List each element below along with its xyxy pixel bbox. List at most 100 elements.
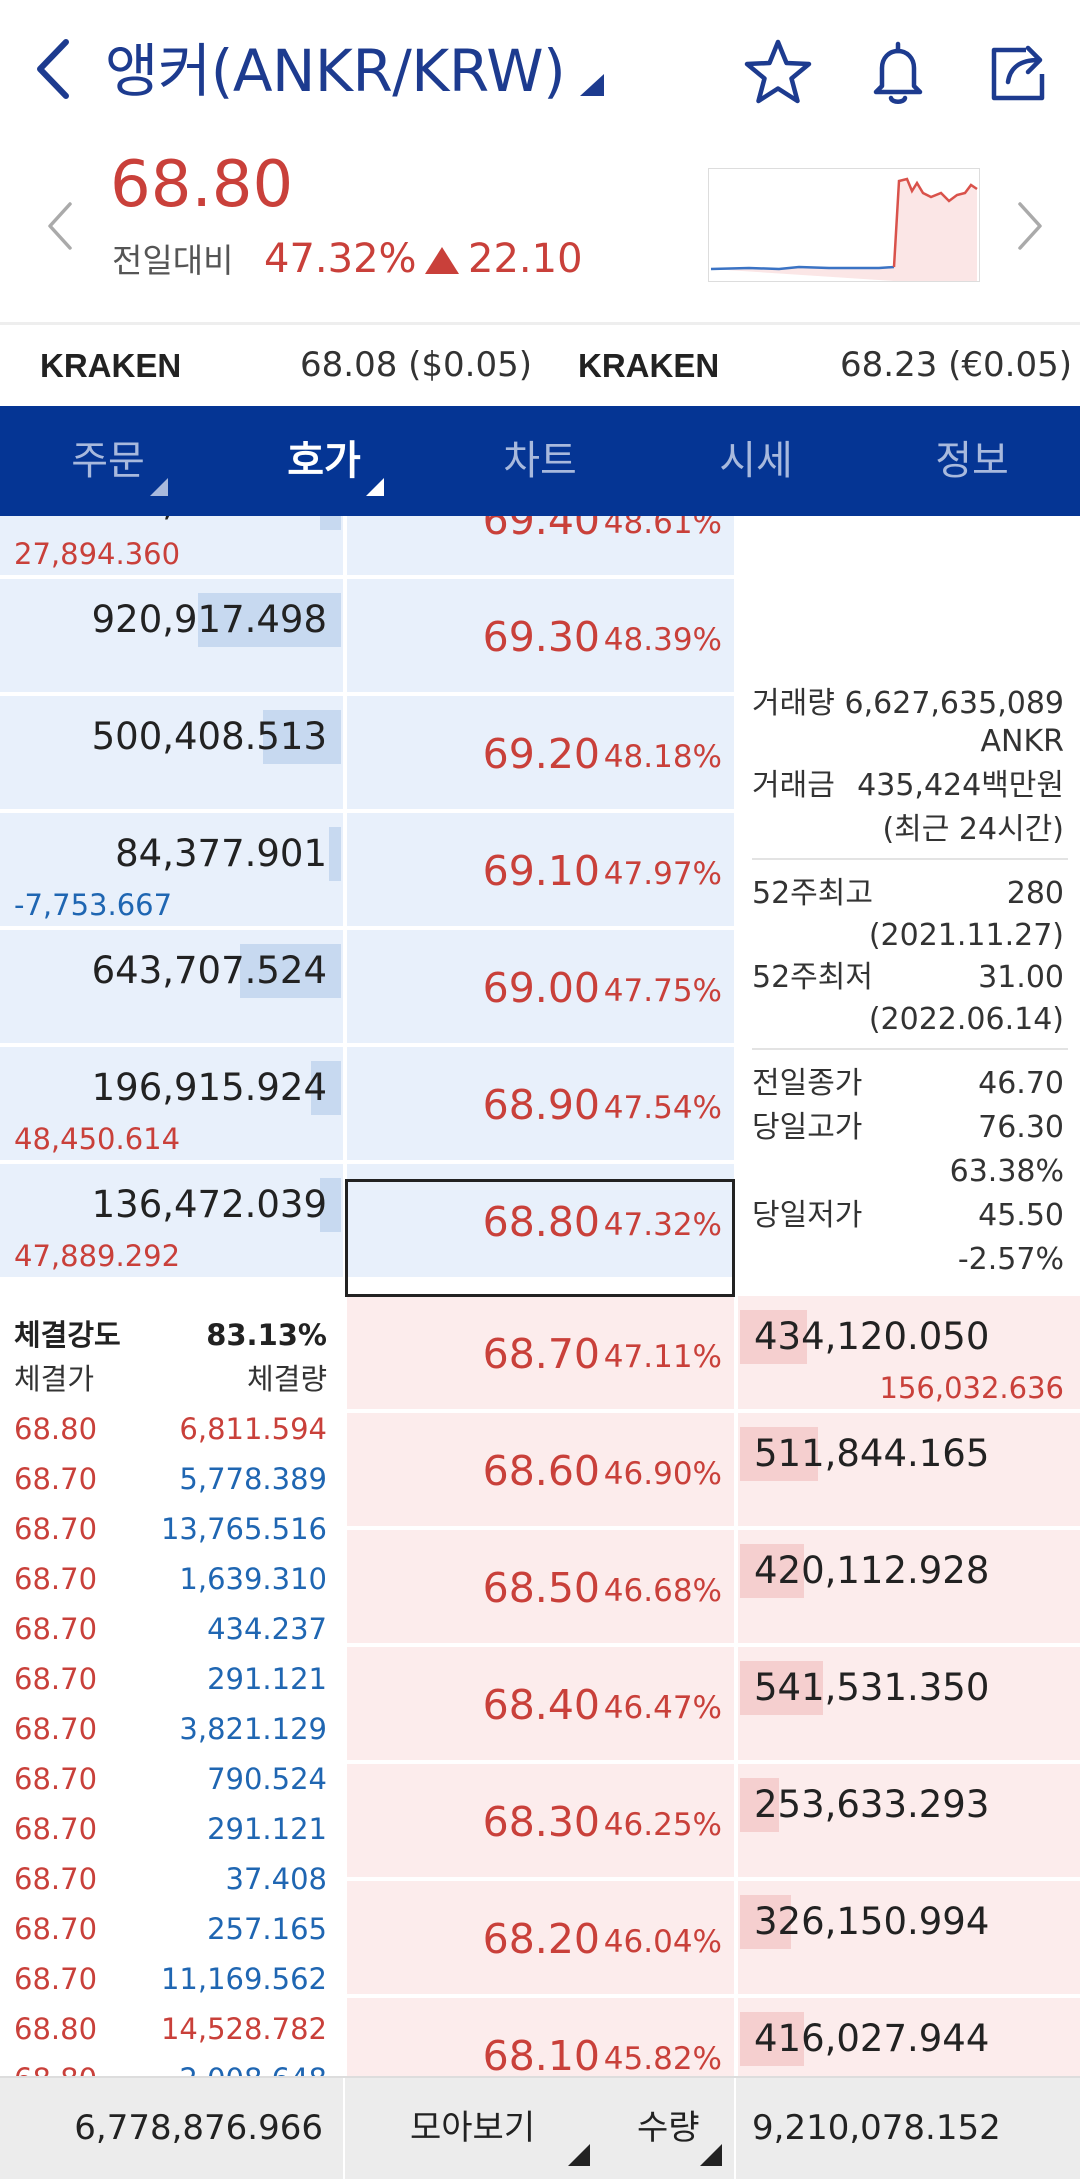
ask-quantity: 196,915.924	[91, 1066, 327, 1109]
ask-quantity-cell[interactable]: 84,377.901 -7,753.667	[0, 813, 343, 928]
high52-date: (2021.11.27)	[868, 918, 1064, 953]
ask-price-cell[interactable]: 69.00 47.75%	[345, 930, 734, 1045]
bid-quantity-change: 156,032.636	[879, 1371, 1065, 1405]
volume-unit: ANKR	[980, 724, 1064, 759]
tab-order[interactable]: 주문	[0, 406, 216, 516]
bid-row[interactable]: 68.20 46.04% 326,150.994	[0, 1881, 1080, 1998]
trade-price: 68.70	[14, 1912, 98, 1946]
page-title[interactable]: 앵커(ANKR/KRW)	[105, 37, 566, 105]
current-price-highlight	[345, 1179, 735, 1297]
ask-row[interactable]: 920,917.498 69.30 48.39%	[0, 579, 734, 696]
bid-quantity-bar	[740, 1778, 779, 1832]
view-mode-button[interactable]: 모아보기	[410, 2078, 535, 2179]
ask-price: 68.90	[482, 1081, 600, 1129]
bid-quantity-cell[interactable]: 434,120.050 156,032.636	[736, 1296, 1080, 1411]
bid-quantity-cell[interactable]: 253,633.293	[736, 1764, 1080, 1879]
up-triangle-icon	[425, 247, 459, 274]
bid-price-percent: 46.04%	[603, 1924, 722, 1960]
ask-price-cell[interactable]: 69.40 48.61%	[345, 516, 734, 577]
bid-quantity-cell[interactable]: 326,150.994	[736, 1881, 1080, 1996]
bid-row[interactable]: 68.40 46.47% 541,531.350	[0, 1647, 1080, 1764]
day-high-value: 76.30	[978, 1110, 1064, 1145]
quantity-mode-button[interactable]: 수량	[637, 2078, 700, 2179]
trade-history-panel: 체결강도 83.13% 체결가 체결량 68.80 6,811.594 68.70 5…	[0, 1296, 343, 2076]
bid-quantity-bar	[740, 1310, 807, 1364]
bid-quantity-cell[interactable]: 420,112.928	[736, 1530, 1080, 1645]
ask-row[interactable]: 136,472.039 47,889.292 68.80 47.32%	[0, 1164, 734, 1281]
ask-price-cell[interactable]: 69.10 47.97%	[345, 813, 734, 928]
bid-quantity-cell[interactable]: 541,531.350	[736, 1647, 1080, 1762]
bid-row[interactable]: 68.70 47.11% 434,120.050 156,032.636	[0, 1296, 1080, 1413]
bid-quantity-bar	[740, 1661, 823, 1715]
bid-price-cell[interactable]: 68.20 46.04%	[345, 1881, 734, 1996]
bid-row[interactable]: 68.30 46.25% 253,633.293	[0, 1764, 1080, 1881]
mini-price-chart[interactable]	[708, 168, 980, 282]
trade-row: 68.70 291.121	[0, 1804, 343, 1854]
day-high-label: 당일고가	[752, 1110, 863, 1145]
tab-orderbook[interactable]: 호가	[216, 406, 432, 516]
tab-chart[interactable]: 차트	[432, 406, 648, 516]
bid-price-cell[interactable]: 68.10 45.82%	[345, 1998, 734, 2076]
overseas-exchange-row: KRAKEN 68.08 ($0.05) KRAKEN 68.23 (€0.05…	[0, 322, 1080, 406]
trade-volume: 1,639.310	[179, 1562, 327, 1596]
trade-volume: 434.237	[207, 1612, 327, 1646]
bid-price-cell[interactable]: 68.70 47.11%	[345, 1296, 734, 1411]
bid-price-cell[interactable]: 68.40 46.47%	[345, 1647, 734, 1762]
ask-quantity-cell[interactable]: 500,408.513	[0, 696, 343, 811]
ask-quantity-cell[interactable]: 920,917.498	[0, 579, 343, 694]
ask-quantity-cell[interactable]: 643,707.524	[0, 930, 343, 1045]
ask-quantity-cell[interactable]: 196,915.924 48,450.614	[0, 1047, 343, 1162]
volume-label: 거래량	[752, 686, 835, 721]
next-coin-arrow-icon[interactable]	[1010, 198, 1050, 254]
divider	[343, 2078, 345, 2179]
bid-row[interactable]: 68.50 46.68% 420,112.928	[0, 1530, 1080, 1647]
back-icon[interactable]	[28, 34, 88, 104]
order-book-footer: 6,778,876.966 모아보기 수량 9,210,078.152	[0, 2076, 1080, 2179]
bid-row[interactable]: 68.60 46.90% 511,844.165	[0, 1413, 1080, 1530]
ask-row[interactable]: 500,408.513 69.20 48.18%	[0, 696, 734, 813]
trade-row: 68.70 257.165	[0, 1904, 343, 1954]
bid-quantity: 326,150.994	[754, 1900, 990, 1943]
ask-row[interactable]: 196,915.924 48,450.614 68.90 47.54%	[0, 1047, 734, 1164]
tab-bar: 주문 호가 차트 시세 정보	[0, 406, 1080, 516]
bid-quantity-bar	[740, 1895, 791, 1949]
bid-quantity: 511,844.165	[754, 1432, 990, 1475]
ask-row[interactable]: 84,377.901 -7,753.667 69.10 47.97%	[0, 813, 734, 930]
trade-row: 68.70 434.237	[0, 1604, 343, 1654]
bid-quantity-bar	[740, 1544, 804, 1598]
trade-volume: 37.408	[225, 1862, 327, 1896]
ask-price-cell[interactable]: 68.80 47.32%	[345, 1164, 734, 1279]
ask-quantity-cell[interactable]: 135,488.980 27,894.360	[0, 516, 343, 577]
quantity-mode-caret-icon[interactable]	[700, 2144, 722, 2166]
ask-quantity: 84,377.901	[115, 832, 327, 875]
title-dropdown-caret-icon[interactable]	[580, 74, 604, 96]
ask-quantity-bar	[198, 593, 341, 647]
tab-info[interactable]: 정보	[864, 406, 1080, 516]
bid-quantity-cell[interactable]: 416,027.944	[736, 1998, 1080, 2076]
ask-quantity-cell[interactable]: 136,472.039 47,889.292	[0, 1164, 343, 1279]
bid-price-cell[interactable]: 68.60 46.90%	[345, 1413, 734, 1528]
previous-coin-arrow-icon[interactable]	[40, 198, 80, 254]
ask-price-cell[interactable]: 69.20 48.18%	[345, 696, 734, 811]
bell-icon[interactable]	[862, 36, 934, 108]
ask-price-cell[interactable]: 69.30 48.39%	[345, 579, 734, 694]
bid-quantity: 420,112.928	[754, 1549, 990, 1592]
ask-row[interactable]: 643,707.524 69.00 47.75%	[0, 930, 734, 1047]
bid-row[interactable]: 68.10 45.82% 416,027.944	[0, 1998, 1080, 2076]
ask-price: 69.20	[482, 730, 600, 778]
trade-row: 68.70 11,169.562	[0, 1954, 343, 2004]
tab-market-price[interactable]: 시세	[648, 406, 864, 516]
ask-price: 69.40	[482, 516, 600, 544]
ask-price-cell[interactable]: 68.90 47.54%	[345, 1047, 734, 1162]
star-icon[interactable]	[742, 36, 814, 108]
bid-quantity-cell[interactable]: 511,844.165	[736, 1413, 1080, 1528]
view-mode-caret-icon[interactable]	[568, 2144, 590, 2166]
bid-price-cell[interactable]: 68.30 46.25%	[345, 1764, 734, 1879]
bid-price-cell[interactable]: 68.50 46.68%	[345, 1530, 734, 1645]
bid-quantity: 541,531.350	[754, 1666, 990, 1709]
order-book: 135,488.98027,894.36069.4048.61%920,917.…	[0, 516, 1080, 2076]
prev-close-value: 46.70	[978, 1066, 1064, 1101]
exchange-name: KRAKEN	[578, 347, 720, 384]
share-icon[interactable]	[982, 36, 1054, 108]
